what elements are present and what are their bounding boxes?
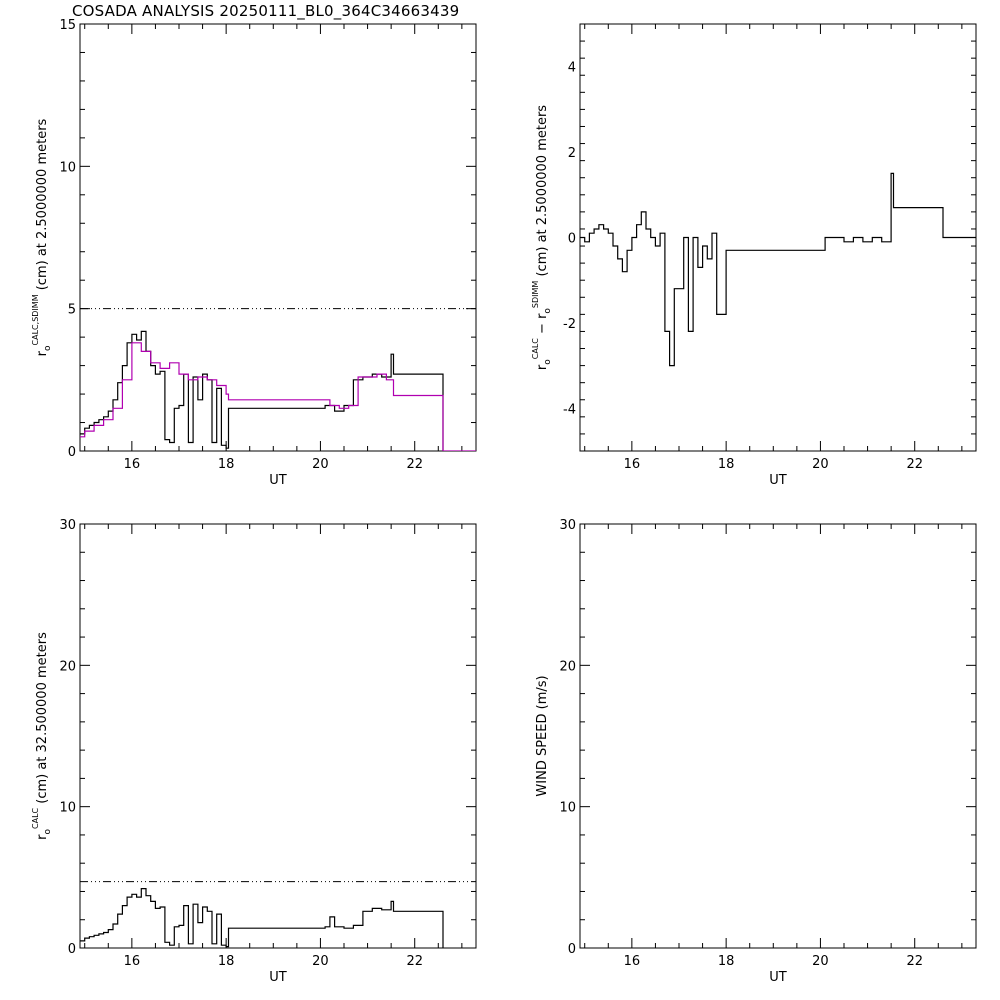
x-tick-label: 16 [124,954,141,969]
plot-frame [579,523,977,949]
x-tick-label: 18 [218,954,235,969]
y-label-base: WIND SPEED (m/s) [535,675,550,796]
series-line-1 [80,342,476,451]
x-tick-label: 20 [812,457,829,472]
y-tick-label: 20 [59,659,76,674]
x-tick-label: 20 [312,954,329,969]
panel-top-left: 16 18 20 22 0 5 10 15 UT roCALC,SDIMM (cm) at 2.5… [31,18,477,488]
y-label-base: r [35,834,50,840]
y-tick-label: 4 [568,61,576,76]
y-tick-label: 0 [568,232,576,247]
y-label-rest: (cm) at 2.5000000 meters [535,105,550,281]
x-tick-label: 22 [906,954,923,969]
x-tick-label: 20 [812,954,829,969]
y-label-superscript: SDIMM [531,281,540,309]
y-label-base: r [535,364,550,370]
x-tick-label: 22 [906,457,923,472]
y-label-base: r [35,350,50,356]
y-label-rest: (cm) at 2.5000000 meters [35,118,50,294]
y-tick-label: -2 [563,317,576,332]
x-tick-label: 16 [124,457,141,472]
y-label-subscript: o [43,829,53,835]
y-tick-label: 30 [559,518,576,533]
y-axis-label: roCALC (cm) at 32.500000 meters [31,632,53,840]
y-tick-label: 20 [559,659,576,674]
y-tick-label: -4 [563,402,576,417]
plot-frame [79,523,477,949]
y-tick-label: 15 [59,18,76,33]
y-tick-label: 10 [59,160,76,175]
y-tick-label: 5 [68,303,76,318]
y-tick-label: 30 [59,518,76,533]
y-tick-label: 0 [68,942,76,957]
x-tick-label: 22 [406,457,423,472]
y-label-subscript: o [543,359,553,365]
x-tick-label: 16 [624,457,641,472]
x-tick-label: 18 [718,954,735,969]
y-label-subscript: o [543,308,553,314]
x-axis-label: UT [269,473,287,488]
y-tick-label: 2 [568,146,576,161]
panel-bottom-left: 16 18 20 22 0 10 20 30 UT roCALC (cm) at 32.50000… [31,518,477,985]
y-axis-label: roCALC − roSDIMM (cm) at 2.5000000 meter… [531,105,553,370]
series-line-0 [580,172,976,367]
page-title: COSADA ANALYSIS 20250111_BL0_364C3466343… [72,2,460,20]
y-label-superscript: CALC [31,807,40,829]
y-label-superscript: CALC,SDIMM [31,294,40,345]
y-tick-label: 0 [568,942,576,957]
plot-frame [579,23,977,452]
plot-frame [79,23,477,452]
y-tick-label: 10 [559,801,576,816]
y-label-middle: − r [535,313,550,338]
panel-bottom-right: 16 18 20 22 0 10 20 30 UT WIND SPEED (m/s) [535,518,977,985]
x-axis-label: UT [769,970,787,985]
x-tick-label: 16 [624,954,641,969]
x-tick-label: 22 [406,954,423,969]
y-axis-label: WIND SPEED (m/s) [535,675,550,796]
series-line-0 [80,330,444,451]
series-line-0 [80,888,444,948]
y-label-rest: (cm) at 32.500000 meters [35,632,50,808]
y-label-superscript: CALC [531,338,540,360]
y-axis-label: roCALC,SDIMM (cm) at 2.5000000 meters [31,118,53,356]
x-axis-label: UT [769,473,787,488]
x-axis-label: UT [269,970,287,985]
x-tick-label: 18 [218,457,235,472]
x-tick-label: 20 [312,457,329,472]
y-label-subscript: o [43,345,53,351]
x-tick-label: 18 [718,457,735,472]
y-tick-label: 0 [68,445,76,460]
y-tick-label: 10 [59,801,76,816]
